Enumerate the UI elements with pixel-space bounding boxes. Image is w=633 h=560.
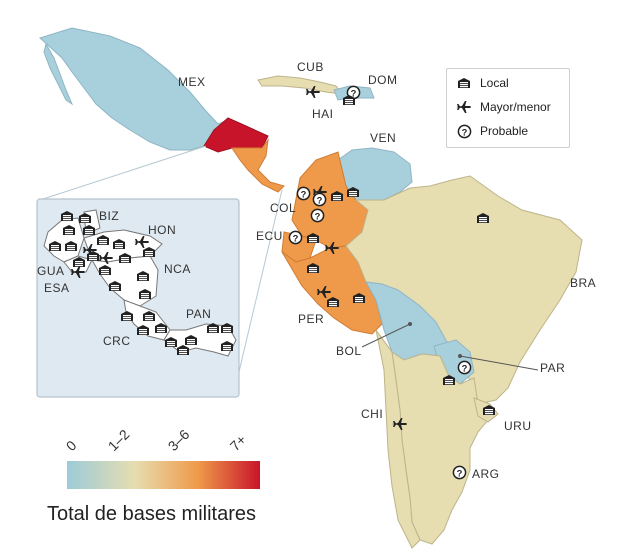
label-arg: ARG bbox=[472, 467, 500, 481]
label-esa: ESA bbox=[44, 281, 70, 295]
legend-label-mayor-menor: Mayor/menor bbox=[480, 100, 551, 114]
label-par: PAR bbox=[540, 361, 565, 375]
label-ecu: ECU bbox=[256, 229, 283, 243]
building-icon bbox=[455, 76, 473, 90]
label-pan: PAN bbox=[186, 307, 211, 321]
country-mexico bbox=[39, 27, 239, 151]
question-circle-icon bbox=[296, 186, 311, 201]
label-ven: VEN bbox=[370, 131, 396, 145]
airplane-icon bbox=[455, 100, 473, 114]
label-hai: HAI bbox=[312, 107, 334, 121]
label-bra: BRA bbox=[570, 276, 596, 290]
question-circle-icon bbox=[288, 230, 303, 245]
label-hon: HON bbox=[148, 223, 176, 237]
label-gua: GUA bbox=[37, 264, 65, 278]
label-mex: MEX bbox=[178, 75, 206, 89]
country-cuba bbox=[257, 75, 344, 95]
label-cub: CUB bbox=[297, 60, 324, 74]
label-chi: CHI bbox=[361, 407, 383, 421]
country-chile bbox=[375, 329, 421, 549]
question-circle-icon bbox=[452, 465, 467, 480]
color-scale-bar bbox=[67, 461, 260, 489]
legend-item-mayor-menor: Mayor/menor bbox=[455, 97, 551, 117]
baja-california bbox=[43, 42, 74, 106]
label-bol: BOL bbox=[336, 344, 362, 358]
legend-item-probable: Probable bbox=[455, 121, 528, 141]
label-col: COL bbox=[270, 201, 296, 215]
question-circle-icon bbox=[310, 208, 325, 223]
label-per: PER bbox=[298, 312, 324, 326]
color-scale-title: Total de bases militares bbox=[47, 503, 256, 525]
question-circle-icon bbox=[455, 124, 473, 138]
legend-label-probable: Probable bbox=[480, 124, 529, 138]
question-circle-icon bbox=[457, 360, 472, 375]
label-nca: NCA bbox=[164, 262, 191, 276]
legend: Local Mayor/menor Probable bbox=[446, 68, 570, 148]
question-circle-icon bbox=[312, 192, 327, 207]
label-uru: URU bbox=[504, 419, 532, 433]
region-central-america bbox=[231, 138, 285, 193]
legend-label-local: Local bbox=[480, 76, 509, 90]
legend-item-local: Local bbox=[455, 73, 509, 93]
country-brazil bbox=[345, 175, 583, 405]
label-crc: CRC bbox=[103, 334, 131, 348]
label-biz: BIZ bbox=[99, 209, 119, 223]
label-dom: DOM bbox=[368, 73, 398, 87]
region-guatemala-honduras bbox=[203, 117, 269, 153]
